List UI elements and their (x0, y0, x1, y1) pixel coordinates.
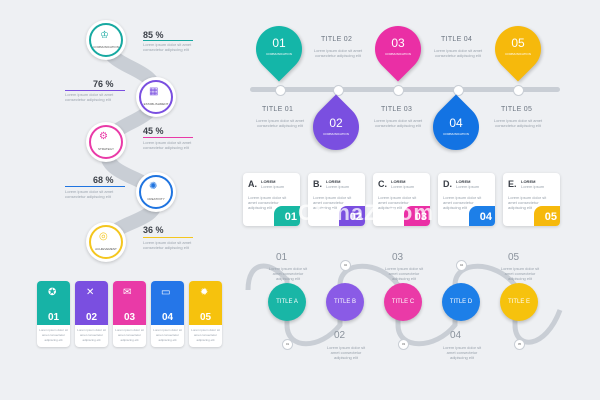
gear-icon: ⚙ (99, 131, 108, 142)
card-b: B. LOREM Lorem ipsum Lorem ipsum dolor s… (308, 173, 365, 226)
pin-title-05: TITLE 05 (501, 106, 533, 113)
pin-title-04: TITLE 04 (441, 36, 473, 43)
award-icon: ✪ (48, 287, 57, 298)
card-d: D. LOREM Lorem ipsum Lorem ipsum dolor s… (438, 173, 495, 226)
wave-circle-c: TITLE C (384, 283, 422, 321)
card-a: A. LOREM Lorem ipsum Lorem ipsum dolor s… (243, 173, 300, 226)
lightbulb-icon: ✺ (149, 181, 158, 192)
chain-node-5: ◎ ACHIEVEMENT (86, 222, 126, 262)
tab-01: ✪ 01 Lorem ipsum dolor sit amet consecte… (37, 281, 70, 347)
monitor-icon: ▭ (161, 287, 171, 298)
chain-node-3: ⚙ STRATEGY (86, 122, 126, 162)
watermark: ChinaZ.com (298, 200, 434, 225)
chain-node-4: ✺ CREATIVITY (136, 172, 176, 212)
chain-pct-5: 36 % (143, 225, 164, 235)
pin-title-03: TITLE 03 (381, 106, 413, 113)
chain-pct-4: 68 % (93, 175, 114, 185)
tab-03: ✉ 03 Lorem ipsum dolor sit amet consecte… (113, 281, 146, 347)
timeline-bar (250, 87, 560, 92)
tab-04: ▭ 04 Lorem ipsum dolor sit amet consecte… (151, 281, 184, 347)
tools-icon: ✕ (86, 287, 95, 298)
chain-pct-1: 85 % (143, 30, 164, 40)
chain-pct-2: 76 % (93, 79, 114, 89)
pin-title-01: TITLE 01 (262, 106, 294, 113)
target-icon: ◎ (99, 231, 108, 242)
chain-pct-3: 45 % (143, 126, 164, 136)
card-c: C. LOREM Lorem ipsum Lorem ipsum dolor s… (373, 173, 430, 226)
chart-icon: ▦ (149, 86, 159, 97)
card-e: E. LOREM Lorem ipsum Lorem ipsum dolor s… (503, 173, 560, 226)
wave-circle-e: TITLE E (500, 283, 538, 321)
tab-05: ✹ 05 Lorem ipsum dolor sit amet consecte… (189, 281, 222, 347)
wave-circle-b: TITLE B (326, 283, 364, 321)
pin-title-02: TITLE 02 (321, 36, 353, 43)
wave-circle-a: TITLE A (268, 283, 306, 321)
chat-icon: ✉ (123, 287, 132, 298)
chain-node-2: ▦ ESTABLISHMENT (136, 77, 176, 117)
trophy-icon: ♔ (100, 30, 109, 41)
chain-node-1: ♔ COMMUNICATION (86, 20, 126, 60)
tab-02: ✕ 02 Lorem ipsum dolor sit amet consecte… (75, 281, 108, 347)
idea-icon: ✹ (200, 287, 209, 298)
wave-circle-d: TITLE D (442, 283, 480, 321)
